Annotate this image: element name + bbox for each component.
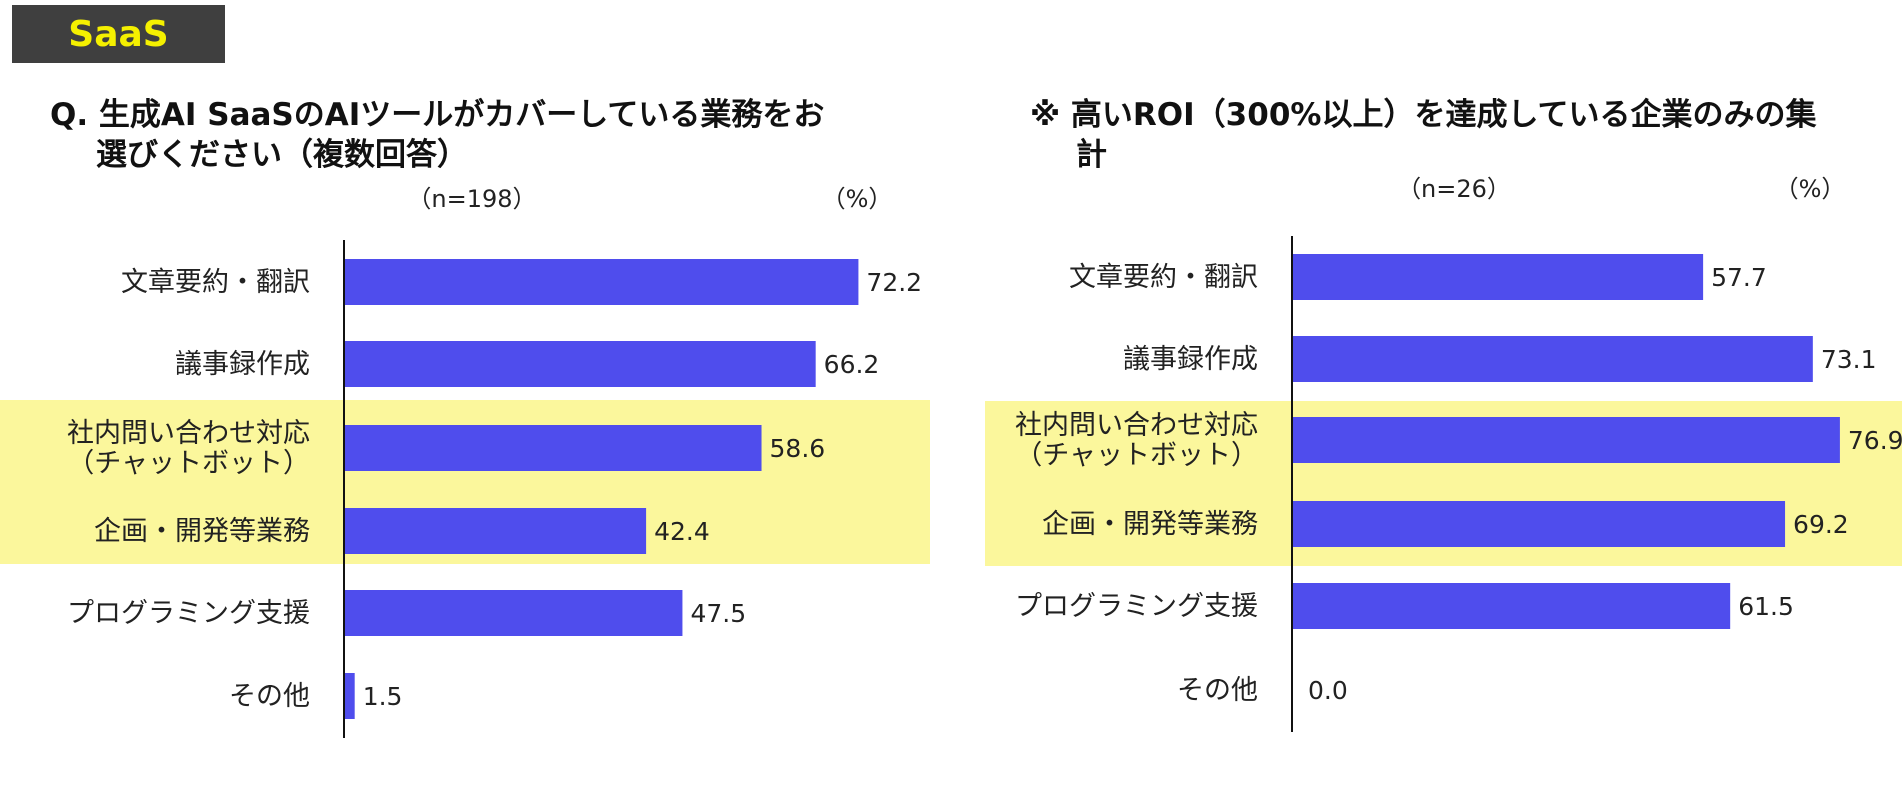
right-category-label-2-line-1: （チャットボット） (1015, 440, 1258, 471)
right-unit-label: （%） (1775, 175, 1846, 203)
right-bar-1 (1292, 336, 1813, 382)
right-value-label-0: 57.7 (1711, 263, 1767, 292)
left-category-label-0: 文章要約・翻訳 (121, 267, 310, 298)
left-bar-5 (344, 673, 355, 719)
left-sample-size: （n=198） (407, 185, 536, 213)
saas-badge: SaaS (12, 5, 225, 63)
right-value-label-4: 61.5 (1738, 592, 1794, 621)
right-bar-2 (1292, 417, 1840, 463)
right-bar-0 (1292, 254, 1704, 300)
right-category-label-0-line-0: 文章要約・翻訳 (1069, 262, 1258, 293)
right-category-label-5: その他 (1177, 675, 1258, 706)
left-value-label-2: 58.6 (770, 434, 826, 463)
left-value-label-1: 66.2 (824, 350, 880, 379)
right-bar-3 (1292, 501, 1786, 547)
left-bar-4 (344, 590, 683, 636)
left-category-label-3: 企画・開発等業務 (94, 516, 310, 547)
right-category-label-4: プログラミング支援 (1015, 591, 1258, 622)
right-category-label-2: 社内問い合わせ対応（チャットボット） (1015, 410, 1258, 471)
left-category-label-5: その他 (229, 681, 310, 712)
left-value-label-0: 72.2 (866, 268, 922, 297)
left-category-label-1-line-0: 議事録作成 (175, 349, 310, 380)
right-category-label-2-line-0: 社内問い合わせ対応 (1015, 410, 1258, 441)
left-bar-3 (344, 508, 647, 554)
left-value-label-5: 1.5 (363, 682, 403, 711)
left-category-label-3-line-0: 企画・開発等業務 (94, 516, 310, 547)
right-sample-size: （n=26） (1397, 175, 1511, 203)
left-value-label-4: 47.5 (690, 599, 746, 628)
right-value-label-5: 0.0 (1308, 676, 1348, 705)
right-bar-4 (1292, 583, 1731, 629)
right-category-label-3: 企画・開発等業務 (1042, 509, 1258, 540)
right-category-label-3-line-0: 企画・開発等業務 (1042, 509, 1258, 540)
left-bar-0 (344, 259, 859, 305)
right-chart-title-line-2: 計 (1076, 137, 1107, 173)
left-value-label-3: 42.4 (654, 517, 710, 546)
right-value-label-2: 76.9 (1848, 426, 1902, 455)
right-chart-title-line-1: ※ 高いROI（300%以上）を達成している企業のみの集 (1030, 97, 1817, 133)
left-category-label-5-line-0: その他 (229, 681, 310, 712)
left-chart-title-line-1: Q. 生成AI SaaSのAIツールがカバーしている業務をお (50, 97, 825, 133)
left-unit-label: （%） (822, 185, 893, 213)
right-category-label-1-line-0: 議事録作成 (1123, 344, 1258, 375)
left-category-label-1: 議事録作成 (175, 349, 310, 380)
right-category-label-4-line-0: プログラミング支援 (1015, 591, 1258, 622)
right-category-label-0: 文章要約・翻訳 (1069, 262, 1258, 293)
left-chart-title: Q. 生成AI SaaSのAIツールがカバーしている業務をお 選びください（複数… (50, 95, 870, 175)
right-value-label-1: 73.1 (1821, 345, 1877, 374)
left-category-label-2-line-0: 社内問い合わせ対応 (67, 418, 310, 449)
left-category-label-2-line-1: （チャットボット） (67, 448, 310, 479)
right-value-label-3: 69.2 (1793, 510, 1849, 539)
right-category-label-5-line-0: その他 (1177, 675, 1258, 706)
right-category-label-1: 議事録作成 (1123, 344, 1258, 375)
right-chart-title: ※ 高いROI（300%以上）を達成している企業のみの集 計 (1030, 95, 1890, 175)
left-bar-1 (344, 341, 816, 387)
saas-badge-label: SaaS (68, 13, 169, 55)
left-category-label-4-line-0: プログラミング支援 (67, 598, 310, 629)
left-category-label-2: 社内問い合わせ対応（チャットボット） (67, 418, 310, 479)
left-category-label-4: プログラミング支援 (67, 598, 310, 629)
left-chart-title-line-2: 選びください（複数回答） (96, 137, 468, 173)
left-bar-2 (344, 425, 762, 471)
left-category-label-0-line-0: 文章要約・翻訳 (121, 267, 310, 298)
